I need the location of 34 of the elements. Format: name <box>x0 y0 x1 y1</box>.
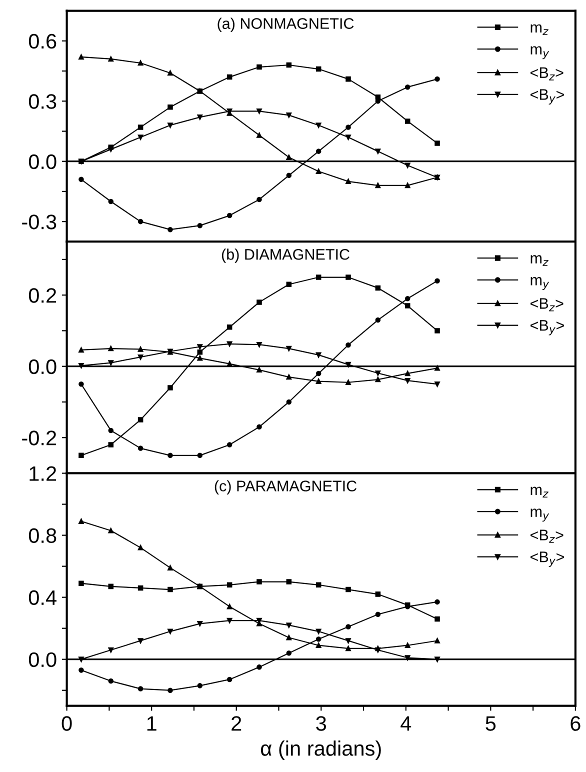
y-tick-label: 0.6 <box>28 34 56 49</box>
legend-label: m$_{y}$ <box>530 277 550 290</box>
x-tick-label: 1 <box>147 716 156 731</box>
legend-label: <B$_{z}$> <box>530 298 564 312</box>
y-tick-label: 0.2 <box>28 288 56 303</box>
x-axis-title: α (in radians) <box>260 740 381 760</box>
legend-label: <B$_{y}$> <box>530 552 564 567</box>
x-tick-label: 5 <box>486 716 496 731</box>
x-tick-label: 4 <box>400 716 412 731</box>
legend-label: m$_{z}$ <box>530 486 548 498</box>
x-tick-label: 6 <box>570 716 580 731</box>
x-tick-label: 0 <box>62 716 72 731</box>
y-tick-label: 0.4 <box>28 590 56 606</box>
chart-title: (c) PARAMAGNETIC <box>214 480 357 494</box>
y-tick-label: 0.0 <box>28 359 56 374</box>
y-tick-label: 0.0 <box>28 652 56 668</box>
y-tick-label: 0.0 <box>28 154 56 170</box>
legend-label: m$_{y}$ <box>530 46 550 60</box>
y-tick-label: -0.2 <box>22 430 56 446</box>
chart-title: (a) NONMAGNETIC <box>218 18 354 32</box>
y-tick-label: -0.3 <box>22 214 56 230</box>
y-tick-label: 0.8 <box>28 528 56 544</box>
legend-label: <B$_{z}$> <box>530 530 564 543</box>
legend-label: <B$_{z}$> <box>530 67 564 80</box>
legend-label: m$_{z}$ <box>530 255 548 266</box>
legend-label: m$_{y}$ <box>530 508 550 522</box>
legend-label: <B$_{y}$> <box>530 320 564 336</box>
x-tick-label: 3 <box>316 716 326 731</box>
legend-label: m$_{z}$ <box>530 24 548 36</box>
legend-label: <B$_{y}$> <box>530 89 564 104</box>
x-tick-label: 2 <box>232 716 242 731</box>
y-tick-label: 0.3 <box>28 94 56 109</box>
chart-title: (b) DIAMAGNETIC <box>222 248 350 263</box>
y-tick-label: 1.2 <box>30 466 56 481</box>
